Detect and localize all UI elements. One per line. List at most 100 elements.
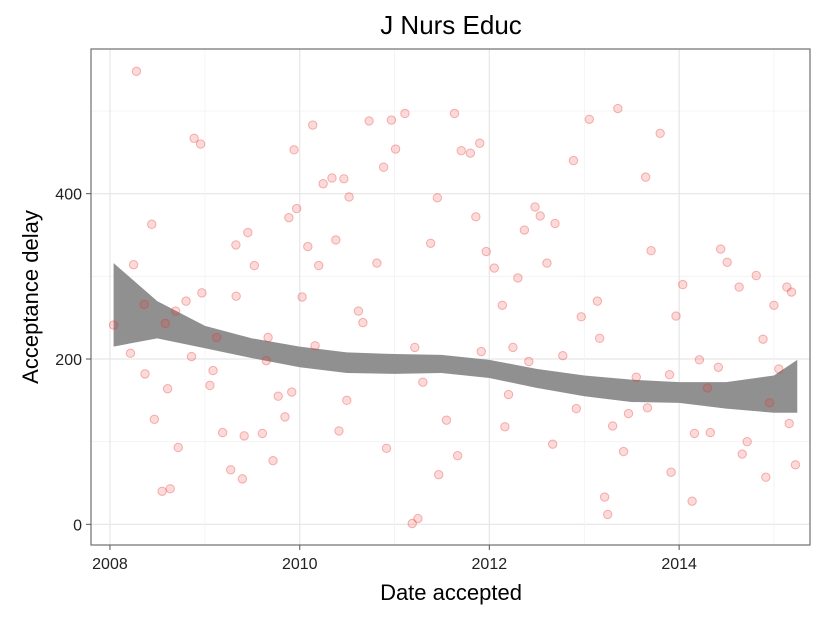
data-point — [550, 218, 560, 229]
data-point — [666, 467, 676, 477]
data-point — [524, 356, 534, 367]
data-point — [353, 306, 364, 316]
data-point — [715, 244, 726, 254]
data-point — [189, 133, 199, 143]
data-point — [481, 246, 491, 257]
data-point — [433, 470, 444, 480]
data-point — [314, 260, 324, 271]
data-point — [664, 370, 675, 380]
data-point — [603, 509, 613, 520]
smooth-ribbon-layer — [113, 263, 798, 413]
plot-border — [90, 48, 811, 546]
smooth-ribbon — [113, 263, 798, 413]
data-point — [284, 212, 294, 223]
data-point — [273, 391, 283, 401]
data-point — [476, 346, 486, 357]
data-point — [503, 389, 514, 400]
data-point — [623, 408, 634, 419]
data-point — [513, 273, 523, 283]
y-tick-label: 0 — [73, 517, 82, 534]
data-point — [208, 365, 218, 376]
data-point — [642, 403, 653, 413]
data-point — [131, 66, 142, 77]
data-point — [646, 246, 656, 256]
data-point — [400, 108, 410, 119]
data-point — [613, 103, 623, 114]
data-point — [108, 320, 119, 330]
data-point — [147, 219, 157, 229]
data-point — [181, 296, 191, 306]
data-point — [558, 350, 568, 361]
data-point — [261, 355, 271, 366]
data-point — [287, 387, 297, 397]
data-point — [705, 427, 715, 438]
data-point — [160, 318, 170, 329]
data-point — [291, 203, 302, 214]
data-point — [640, 172, 651, 182]
data-point — [441, 415, 452, 425]
data-point — [576, 312, 586, 322]
data-point — [655, 128, 665, 139]
data-point — [297, 292, 307, 302]
data-point — [125, 348, 136, 358]
data-point — [687, 496, 697, 506]
data-point — [173, 442, 183, 453]
data-point — [243, 227, 253, 238]
data-point — [205, 380, 215, 391]
data-point — [678, 279, 688, 290]
data-point — [372, 258, 382, 268]
data-point — [519, 225, 530, 235]
data-point — [186, 351, 197, 362]
data-point — [508, 342, 518, 353]
data-point — [530, 202, 540, 212]
data-point — [334, 426, 344, 436]
data-point — [568, 155, 579, 166]
data-point — [689, 428, 700, 439]
data-point — [162, 384, 173, 394]
data-point — [449, 108, 460, 119]
data-point — [344, 192, 354, 202]
data-point — [225, 465, 236, 475]
data-point — [237, 474, 248, 484]
data-point — [410, 342, 420, 353]
data-point — [308, 120, 318, 130]
data-point — [303, 241, 313, 252]
data-point — [149, 414, 160, 425]
data-point — [257, 428, 268, 439]
data-point — [386, 115, 397, 125]
data-point — [390, 144, 401, 154]
y-tick-label: 400 — [55, 187, 82, 204]
data-point — [407, 518, 417, 529]
data-point — [497, 300, 508, 310]
data-point — [418, 377, 428, 387]
data-point — [584, 114, 594, 124]
data-point — [737, 449, 747, 459]
data-point — [268, 455, 278, 466]
data-point — [790, 460, 801, 470]
points-layer — [108, 66, 801, 529]
data-point — [751, 270, 761, 281]
data-point — [734, 282, 744, 292]
data-point — [331, 235, 341, 245]
data-point — [761, 472, 771, 482]
data-point — [722, 257, 732, 267]
data-point — [280, 412, 290, 422]
data-point — [378, 162, 389, 172]
x-axis: 2008 2010 2012 2014 — [92, 545, 697, 573]
x-tick-label: 2014 — [661, 556, 697, 573]
data-point — [231, 291, 241, 301]
x-tick-label: 2012 — [472, 556, 508, 573]
data-point — [140, 369, 150, 379]
data-point — [249, 260, 260, 271]
data-point — [594, 333, 605, 344]
data-point — [471, 212, 481, 222]
data-point — [671, 311, 681, 321]
data-point — [475, 138, 485, 148]
data-point — [618, 446, 629, 457]
data-point — [631, 372, 641, 382]
x-tick-label: 2010 — [282, 556, 318, 573]
data-point — [339, 174, 349, 184]
data-point — [758, 334, 768, 344]
data-point — [217, 427, 228, 438]
data-point — [128, 260, 139, 270]
